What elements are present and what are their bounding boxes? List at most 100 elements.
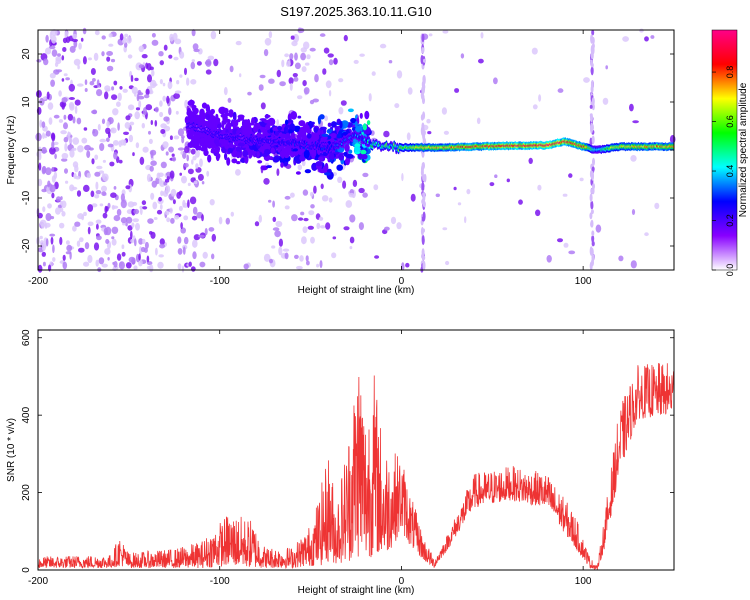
spectrogram-noise-blob (173, 93, 181, 99)
spectrogram-noise-blob (65, 240, 70, 245)
spectrogram-noise-blob (289, 53, 294, 60)
spectrogram-noise-blob (177, 263, 182, 270)
spectrogram-noise-blob (629, 103, 634, 112)
spectrogram-noise-blob (306, 260, 310, 266)
spectrogram-band-blob (210, 108, 216, 115)
spectrogram-noise-blob (87, 221, 94, 227)
spectrogram-noise-blob (442, 30, 449, 34)
spectrogram-noise-blob (557, 238, 563, 243)
spectrogram-noise-blob (80, 37, 84, 42)
spectrogram-noise-blob (460, 53, 465, 59)
spectrogram-noise-blob (119, 33, 124, 41)
spectrogram-noise-blob (303, 217, 309, 222)
spectrogram-band-blob (186, 107, 192, 115)
spectrogram-noise-blob (208, 227, 215, 232)
x-tick-label: 100 (575, 576, 592, 587)
spectrogram-streak-blob (591, 253, 595, 262)
spectrogram-noise-blob (69, 149, 75, 158)
spectrogram-noise-blob (476, 117, 481, 125)
spectrogram-noise-blob (107, 257, 110, 261)
spectrogram-noise-blob (278, 246, 283, 256)
spectrogram-noise-blob (401, 173, 404, 182)
spectrogram-noise-blob (90, 68, 96, 75)
spectrogram-band-blob (228, 109, 234, 118)
spectrogram-noise-blob (388, 60, 393, 64)
spectrogram-noise-blob (127, 225, 133, 231)
spectrogram-noise-blob (96, 223, 99, 230)
spectrogram-x-axis: -200 -100 0 100 (28, 30, 592, 287)
spectrogram-band-blob (207, 154, 212, 163)
colorbar-tick-label: 0.2 (725, 214, 735, 227)
spectrogram-noise-blob (282, 248, 290, 252)
spectrogram-band-blob (226, 157, 231, 166)
spectrogram-noise-blob (108, 43, 114, 47)
spectrogram-streak-blob (590, 220, 594, 228)
spectrogram-noise-blob (61, 200, 67, 209)
spectrogram-noise-blob (69, 45, 76, 53)
spectrogram-noise-blob (259, 74, 266, 79)
spectrogram-noise-blob (69, 103, 75, 111)
spectrogram-band-blob (290, 111, 298, 120)
spectrogram-band-blob (329, 133, 338, 139)
spectrogram-noise-blob (123, 139, 127, 146)
spectrogram-noise-blob (49, 184, 56, 193)
spectrogram-noise-blob (158, 51, 164, 57)
spectrogram-band-layer (184, 99, 675, 180)
spectrogram-band-blob (313, 127, 319, 133)
spectrogram-band-blob (345, 157, 350, 166)
spectrogram-noise-blob (159, 100, 163, 107)
spectrogram-band-blob (354, 146, 361, 153)
spectrogram-noise-blob (125, 115, 131, 121)
spectrogram-band-blob (222, 116, 227, 125)
spectrogram-y-axis: -20 -10 0 10 20 (21, 48, 674, 253)
spectrogram-noise-blob (155, 247, 158, 256)
spectrogram-band-blob (203, 142, 208, 149)
spectrogram-y-label: Frequency (Hz) (6, 116, 17, 185)
spectrogram-noise-blob (184, 146, 190, 154)
spectrogram-noise-blob (129, 121, 135, 126)
spectrogram-noise-blob (166, 95, 170, 104)
spectrogram-noise-blob (546, 254, 552, 263)
spectrogram-noise-blob (58, 90, 62, 97)
spectrogram-noise-blob (338, 107, 344, 115)
spectrogram-noise-blob (65, 77, 70, 81)
spectrogram-noise-blob (82, 56, 87, 65)
spectrogram-band-blob (270, 127, 273, 133)
spectrogram-noise-blob (358, 187, 365, 194)
spectrogram-noise-blob (286, 60, 291, 67)
spectrogram-noise-blob (91, 110, 98, 114)
spectrogram-noise-blob (184, 67, 187, 76)
spectrogram-noise-blob (303, 87, 310, 95)
spectrogram-noise-blob (194, 149, 200, 158)
spectrogram-noise-blob (466, 188, 471, 195)
spectrogram-noise-blob (193, 180, 198, 185)
spectrogram-noise-blob (158, 172, 164, 178)
spectrogram-band-core (321, 147, 324, 151)
spectrogram-noise-blob (294, 52, 298, 61)
spectrogram-noise-blob (111, 204, 115, 210)
spectrogram-noise-blob (101, 35, 106, 40)
x-tick-label: 0 (399, 276, 405, 287)
spectrogram-noise-blob (53, 114, 60, 119)
spectrogram-band-blob (193, 139, 199, 147)
spectrogram-band-blob (315, 161, 323, 167)
spectrogram-noise-blob (45, 47, 52, 55)
colorbar-tick-label: 0.6 (725, 115, 735, 128)
spectrogram-noise-blob (42, 96, 47, 100)
y-tick-label: 10 (21, 96, 32, 108)
spectrogram-noise-blob (92, 78, 96, 82)
spectrogram-noise-blob (302, 80, 307, 87)
spectrogram-noise-blob (101, 191, 107, 197)
spectrogram-noise-blob (151, 33, 156, 38)
spectrogram-noise-blob (77, 64, 80, 70)
spectrogram-noise-blob (118, 261, 125, 270)
spectrogram-noise-blob (562, 193, 568, 197)
spectrogram-noise-blob (147, 74, 152, 83)
spectrogram-noise-blob (187, 182, 191, 187)
spectrogram-noise-blob (41, 121, 46, 128)
spectrogram-noise-blob (235, 40, 242, 46)
spectrogram-noise-blob (36, 59, 42, 63)
spectrogram-noise-blob (113, 186, 117, 190)
spectrogram-noise-blob (93, 242, 100, 251)
